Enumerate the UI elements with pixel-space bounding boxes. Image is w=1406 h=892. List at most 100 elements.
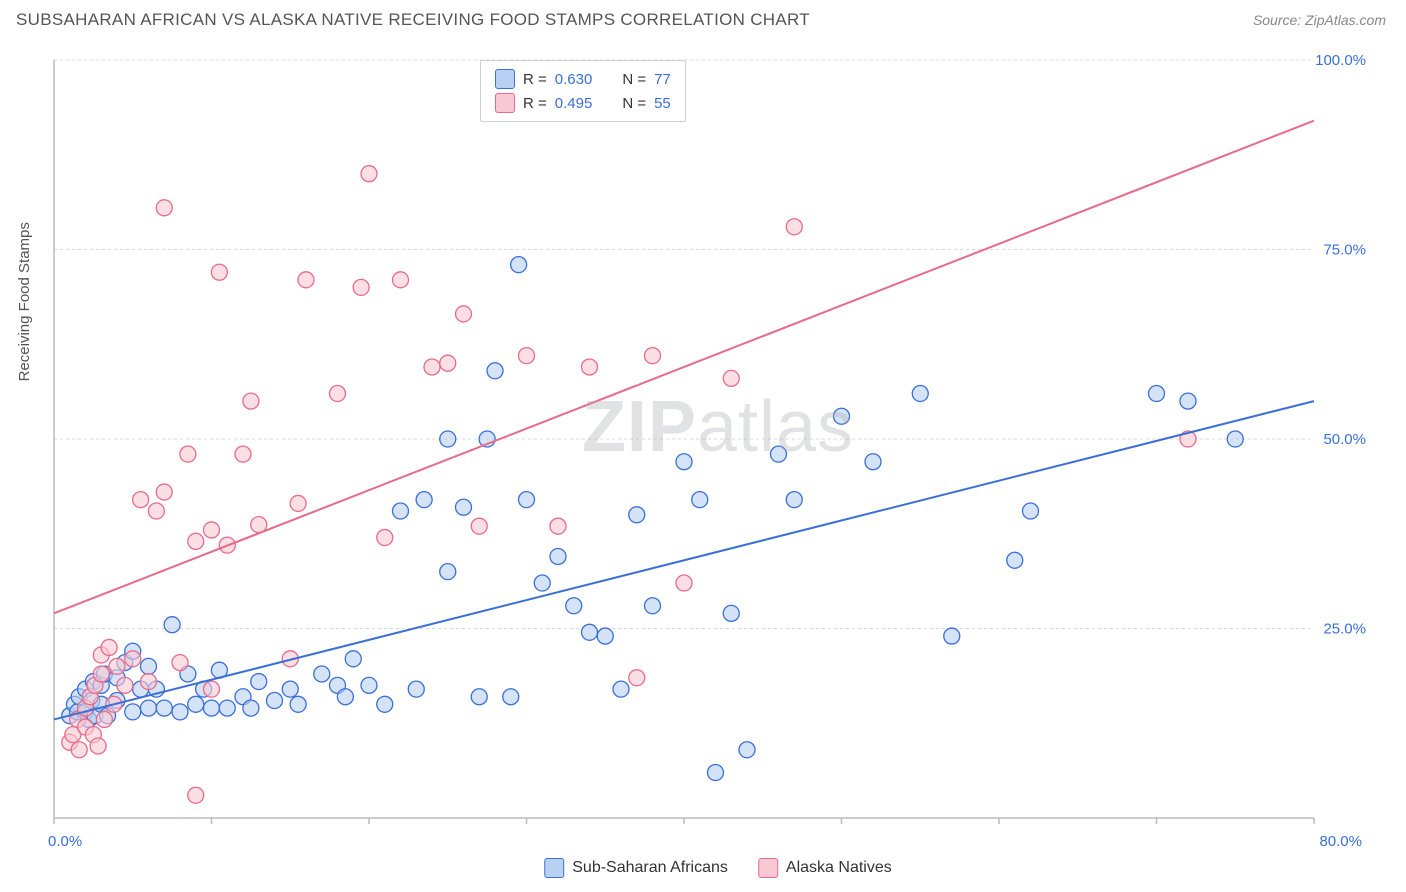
data-point <box>487 363 503 379</box>
data-point <box>519 492 535 508</box>
data-point <box>440 431 456 447</box>
y-tick-label: 25.0% <box>1323 621 1366 638</box>
data-point <box>298 272 314 288</box>
data-point <box>90 738 106 754</box>
data-point <box>440 355 456 371</box>
data-point <box>290 495 306 511</box>
data-point <box>133 492 149 508</box>
data-point <box>393 503 409 519</box>
data-point <box>786 219 802 235</box>
chart-title: SUBSAHARAN AFRICAN VS ALASKA NATIVE RECE… <box>16 10 810 30</box>
data-point <box>125 651 141 667</box>
data-point <box>471 689 487 705</box>
data-point <box>156 484 172 500</box>
data-point <box>613 681 629 697</box>
data-point <box>629 507 645 523</box>
data-point <box>180 446 196 462</box>
data-point <box>912 386 928 402</box>
data-point <box>723 605 739 621</box>
chart-source: Source: ZipAtlas.com <box>1253 12 1386 28</box>
data-point <box>345 651 361 667</box>
data-point <box>582 359 598 375</box>
data-point <box>361 166 377 182</box>
data-point <box>1227 431 1243 447</box>
data-point <box>314 666 330 682</box>
x-tick-label: 0.0% <box>48 833 82 850</box>
data-point <box>164 617 180 633</box>
scatter-chart: 25.0% 50.0% 75.0% 100.0% 0.0% 80.0% <box>40 42 1388 872</box>
data-point <box>1149 386 1165 402</box>
data-point <box>393 272 409 288</box>
legend-swatch <box>544 858 564 878</box>
data-point <box>361 677 377 693</box>
data-point <box>188 787 204 803</box>
data-point <box>534 575 550 591</box>
y-axis-label: Receiving Food Stamps <box>16 222 33 381</box>
data-point <box>71 742 87 758</box>
data-point <box>330 386 346 402</box>
data-point <box>550 518 566 534</box>
data-point <box>1180 393 1196 409</box>
y-tick-label: 50.0% <box>1323 431 1366 448</box>
data-point <box>739 742 755 758</box>
data-point <box>645 598 661 614</box>
data-point <box>1007 552 1023 568</box>
data-point <box>282 681 298 697</box>
data-point <box>141 658 157 674</box>
data-point <box>456 306 472 322</box>
data-point <box>101 639 117 655</box>
data-point <box>519 348 535 364</box>
data-point <box>834 408 850 424</box>
data-point <box>865 454 881 470</box>
data-point <box>629 670 645 686</box>
data-point <box>944 628 960 644</box>
data-point <box>692 492 708 508</box>
data-point <box>109 658 125 674</box>
data-point <box>786 492 802 508</box>
y-tick-label: 100.0% <box>1315 52 1366 69</box>
legend-item: Sub-Saharan Africans <box>544 856 728 880</box>
data-point <box>416 492 432 508</box>
data-point <box>117 677 133 693</box>
data-point <box>188 696 204 712</box>
data-point <box>211 264 227 280</box>
data-point <box>96 711 112 727</box>
data-point <box>93 666 109 682</box>
data-point <box>456 499 472 515</box>
data-point <box>243 700 259 716</box>
data-point <box>511 257 527 273</box>
data-point <box>377 530 393 546</box>
data-point <box>377 696 393 712</box>
data-point <box>267 693 283 709</box>
data-point <box>676 575 692 591</box>
data-point <box>645 348 661 364</box>
data-point <box>550 548 566 564</box>
data-point <box>597 628 613 644</box>
x-tick-label: 80.0% <box>1319 833 1362 850</box>
chart-area: Receiving Food Stamps 25.0%50.0%75.0%100… <box>40 42 1396 880</box>
data-point <box>251 674 267 690</box>
data-point <box>204 700 220 716</box>
data-point <box>219 700 235 716</box>
data-point <box>141 674 157 690</box>
data-point <box>337 689 353 705</box>
stats-legend: R = 0.630N = 77R = 0.495N = 55 <box>480 60 686 122</box>
data-point <box>708 765 724 781</box>
series-legend: Sub-Saharan Africans Alaska Natives <box>544 856 891 880</box>
data-point <box>188 533 204 549</box>
data-point <box>771 446 787 462</box>
legend-item: Alaska Natives <box>758 856 892 880</box>
data-point <box>156 700 172 716</box>
data-point <box>723 370 739 386</box>
legend-swatch <box>495 93 515 113</box>
stats-row: R = 0.495N = 55 <box>495 91 671 115</box>
data-point <box>440 564 456 580</box>
data-point <box>471 518 487 534</box>
stats-row: R = 0.630N = 77 <box>495 67 671 91</box>
data-point <box>1023 503 1039 519</box>
data-point <box>503 689 519 705</box>
data-point <box>148 503 164 519</box>
y-tick-label: 75.0% <box>1323 242 1366 259</box>
data-point <box>141 700 157 716</box>
data-point <box>582 624 598 640</box>
